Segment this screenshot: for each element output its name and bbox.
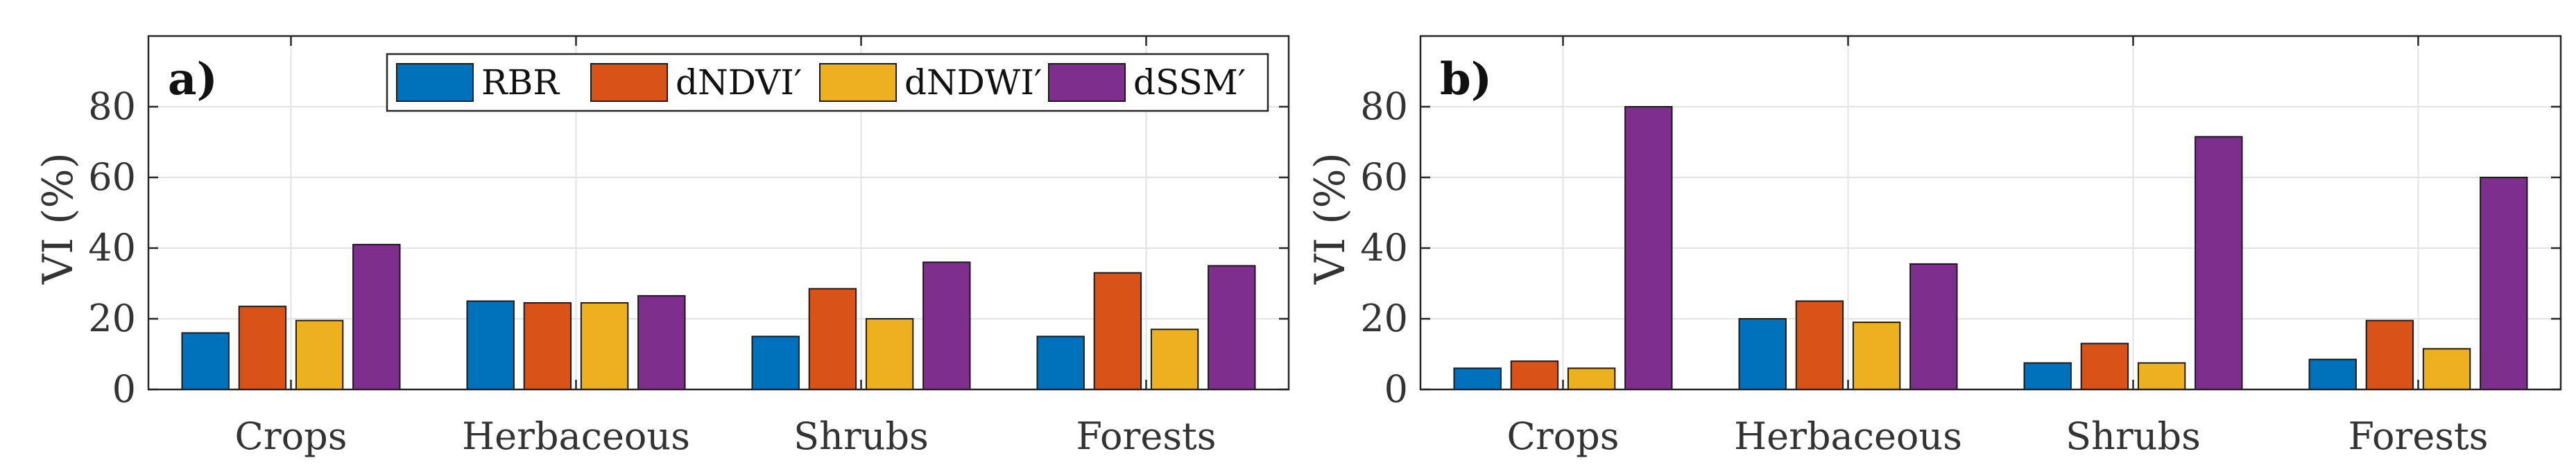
y-tick-label: 20 xyxy=(1360,297,1408,340)
x-tick-label-crops: Crops xyxy=(1507,414,1620,458)
x-tick-label-shrubs: Shrubs xyxy=(793,414,929,458)
y-tick-label: 40 xyxy=(88,226,136,270)
panel-label: a) xyxy=(168,53,218,105)
bar-rbr-shrubs xyxy=(2023,362,2072,390)
bar-dssm-herbaceous xyxy=(1909,263,1958,391)
x-tick-label-forests: Forests xyxy=(2349,414,2489,458)
bar-dndvi-herbaceous xyxy=(523,302,572,390)
bar-rbr-herbaceous xyxy=(466,300,515,390)
legend-swatch-dndvi xyxy=(590,63,668,102)
y-tick-label: 20 xyxy=(88,297,136,340)
bar-rbr-forests xyxy=(1036,335,1085,390)
bar-dndvi-crops xyxy=(1510,360,1559,391)
bar-dndvi-herbaceous xyxy=(1795,300,1844,390)
bar-dndvi-forests xyxy=(2365,319,2414,390)
legend-label-dndwi: dNDWI′ xyxy=(904,62,1042,103)
bar-dndwi-forests xyxy=(2422,348,2471,391)
y-tick-label: 0 xyxy=(112,367,136,411)
bar-dndvi-forests xyxy=(1093,272,1142,391)
bar-dssm-shrubs xyxy=(2195,136,2243,390)
legend-label-dndvi: dNDVI′ xyxy=(676,62,802,103)
y-tick-label: 60 xyxy=(88,155,136,199)
panel-a: 0 20 40 60 80 Crops Herbaceous Shrubs Forests VI … xyxy=(34,35,1290,458)
legend-swatch-rbr xyxy=(396,63,474,102)
bar-dssm-shrubs xyxy=(922,261,971,390)
y-tick-label: 40 xyxy=(1360,226,1408,270)
axes-box xyxy=(147,35,1290,391)
y-axis-label: VI (%) xyxy=(1306,152,1355,285)
y-tick-label: 80 xyxy=(1360,85,1408,128)
x-tick-label-crops: Crops xyxy=(235,414,347,458)
bar-dssm-forests xyxy=(1208,265,1256,390)
bar-rbr-crops xyxy=(1453,367,1502,391)
bar-rbr-crops xyxy=(181,332,230,390)
bar-dndwi-shrubs xyxy=(865,318,914,390)
bar-dndwi-herbaceous xyxy=(580,302,629,390)
bar-dndwi-shrubs xyxy=(2137,362,2186,390)
bar-dndwi-forests xyxy=(1150,328,1199,390)
bar-rbr-shrubs xyxy=(751,335,800,390)
y-tick-label: 80 xyxy=(88,85,136,128)
x-tick-label-forests: Forests xyxy=(1076,414,1217,458)
x-tick-label-herbaceous: Herbaceous xyxy=(462,414,690,458)
x-tick-label-shrubs: Shrubs xyxy=(2066,414,2201,458)
bar-dndvi-crops xyxy=(238,306,287,390)
axes-box xyxy=(1419,35,2562,391)
bar-rbr-herbaceous xyxy=(1738,318,1787,390)
y-axis-label: VI (%) xyxy=(34,152,83,285)
panel-b: 0 20 40 60 80 Crops Herbaceous Shrubs Forests VI … xyxy=(1306,35,2562,458)
bar-dndwi-crops xyxy=(295,319,344,390)
bar-dssm-crops xyxy=(1624,106,1673,390)
bar-dndwi-herbaceous xyxy=(1852,322,1901,391)
legend-swatch-dndwi xyxy=(819,63,897,102)
panel-label: b) xyxy=(1440,53,1492,105)
bar-dssm-herbaceous xyxy=(637,295,686,390)
bar-dssm-crops xyxy=(352,243,401,390)
legend-label-rbr: RBR xyxy=(481,62,560,103)
bar-dndwi-crops xyxy=(1567,367,1616,391)
bar-dndvi-shrubs xyxy=(2080,342,2129,391)
x-tick-label-herbaceous: Herbaceous xyxy=(1734,414,1962,458)
legend-label-dssm: dSSM′ xyxy=(1133,62,1246,103)
legend-swatch-dssm xyxy=(1048,63,1126,102)
y-tick-label: 0 xyxy=(1384,367,1408,411)
bar-dssm-forests xyxy=(2480,177,2528,390)
legend: RBR dNDVI′ dNDWI′ dSSM′ xyxy=(386,53,1269,112)
bar-rbr-forests xyxy=(2308,358,2357,391)
y-tick-label: 60 xyxy=(1360,155,1408,199)
bar-dndvi-shrubs xyxy=(808,288,857,390)
